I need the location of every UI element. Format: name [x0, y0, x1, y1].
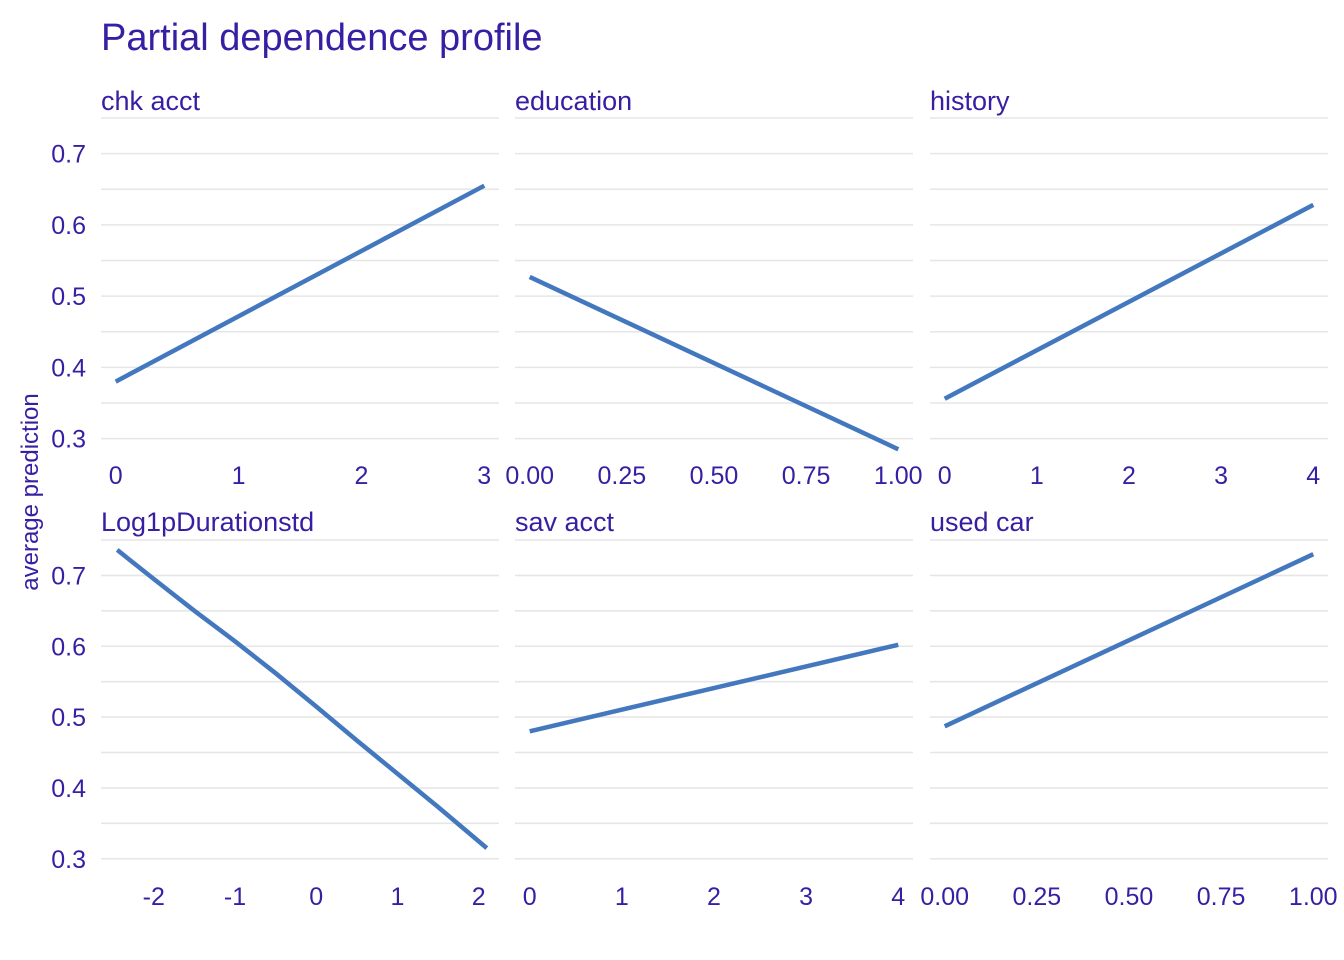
x-tick-label: 3 [1214, 462, 1228, 490]
x-tick-label: 2 [354, 462, 368, 490]
x-tick-label: 0.25 [1013, 883, 1062, 911]
facet-label-history: history [930, 86, 1010, 116]
profile-line-history [943, 202, 1315, 401]
panel-history: history 0 1 2 3 4 [930, 86, 1328, 490]
y-tick-label: 0.5 [51, 283, 86, 311]
facet-panels: chk acct 0.3 0.4 0.5 0.6 0.7 0 1 2 3 education 0.00… [51, 86, 1337, 911]
x-tick-label: 1 [615, 883, 629, 911]
x-tick-label: 0.00 [505, 462, 554, 490]
chart-title: Partial dependence profile [101, 17, 543, 59]
y-tick-label: 0.7 [51, 141, 86, 169]
profile-line-chk_acct [114, 183, 486, 384]
x-tick-label: 4 [1306, 462, 1320, 490]
x-tick-label: 0.50 [690, 462, 739, 490]
y-tick-label: 0.3 [51, 846, 86, 874]
y-tick-label: 0.4 [51, 775, 86, 803]
facet-label-Log1pDurationstd: Log1pDurationstd [101, 507, 314, 537]
y-tick-label: 0.4 [51, 354, 86, 382]
x-tick-label: -2 [143, 883, 165, 911]
y-tick-label: 0.7 [51, 562, 86, 590]
facet-label-education: education [515, 86, 632, 116]
x-tick-label: 2 [1122, 462, 1136, 490]
y-axis-label: average prediction [17, 393, 44, 590]
x-tick-label: 1 [232, 462, 246, 490]
panel-sav_acct: sav acct 0 1 2 3 4 [515, 507, 913, 911]
x-tick-label: 3 [477, 462, 491, 490]
x-tick-label: 2 [472, 883, 486, 911]
x-tick-label: 4 [891, 883, 905, 911]
x-tick-label: 0 [309, 883, 323, 911]
profile-line-used_car [943, 552, 1315, 729]
x-tick-label: 0.75 [782, 462, 831, 490]
x-tick-label: 0.75 [1197, 883, 1246, 911]
x-tick-label: 0 [523, 883, 537, 911]
x-tick-label: 3 [799, 883, 813, 911]
panel-chk_acct: chk acct 0.3 0.4 0.5 0.6 0.7 0 1 2 3 [51, 86, 499, 490]
profile-line-Log1pDurationstd [115, 548, 489, 850]
x-tick-label: 1 [391, 883, 405, 911]
profile-line-education [528, 274, 900, 452]
x-tick-label: -1 [224, 883, 246, 911]
x-tick-label: 0.25 [598, 462, 647, 490]
facet-label-used_car: used car [930, 507, 1034, 537]
x-tick-label: 1.00 [874, 462, 923, 490]
x-tick-label: 1.00 [1289, 883, 1338, 911]
y-tick-label: 0.6 [51, 633, 86, 661]
x-tick-label: 0 [938, 462, 952, 490]
profile-line-sav_acct [529, 642, 899, 734]
x-tick-label: 2 [707, 883, 721, 911]
panel-education: education 0.00 0.25 0.50 0.75 1.00 [505, 86, 922, 490]
y-tick-label: 0.5 [51, 704, 86, 732]
facet-label-sav_acct: sav acct [515, 507, 615, 537]
y-tick-label: 0.6 [51, 212, 86, 240]
panel-Log1pDurationstd: Log1pDurationstd 0.3 0.4 0.5 0.6 0.7 -2 -1 0 1 2 [51, 507, 499, 911]
panel-used_car: used car 0.00 0.25 0.50 0.75 1.00 [920, 507, 1337, 911]
x-tick-label: 0.50 [1105, 883, 1154, 911]
facet-label-chk_acct: chk acct [101, 86, 201, 116]
x-tick-label: 0 [109, 462, 123, 490]
x-tick-label: 0.00 [920, 883, 969, 911]
x-tick-label: 1 [1030, 462, 1044, 490]
y-tick-label: 0.3 [51, 426, 86, 454]
